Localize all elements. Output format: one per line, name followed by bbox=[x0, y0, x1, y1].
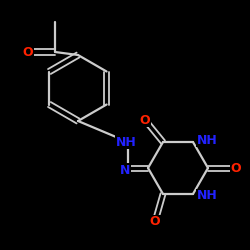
Text: NH: NH bbox=[196, 134, 218, 146]
Text: N: N bbox=[120, 164, 130, 176]
Text: O: O bbox=[140, 114, 150, 126]
Text: NH: NH bbox=[196, 190, 218, 202]
Text: NH: NH bbox=[116, 136, 136, 148]
Text: O: O bbox=[231, 162, 241, 174]
Text: O: O bbox=[150, 216, 160, 228]
Text: O: O bbox=[23, 46, 33, 59]
